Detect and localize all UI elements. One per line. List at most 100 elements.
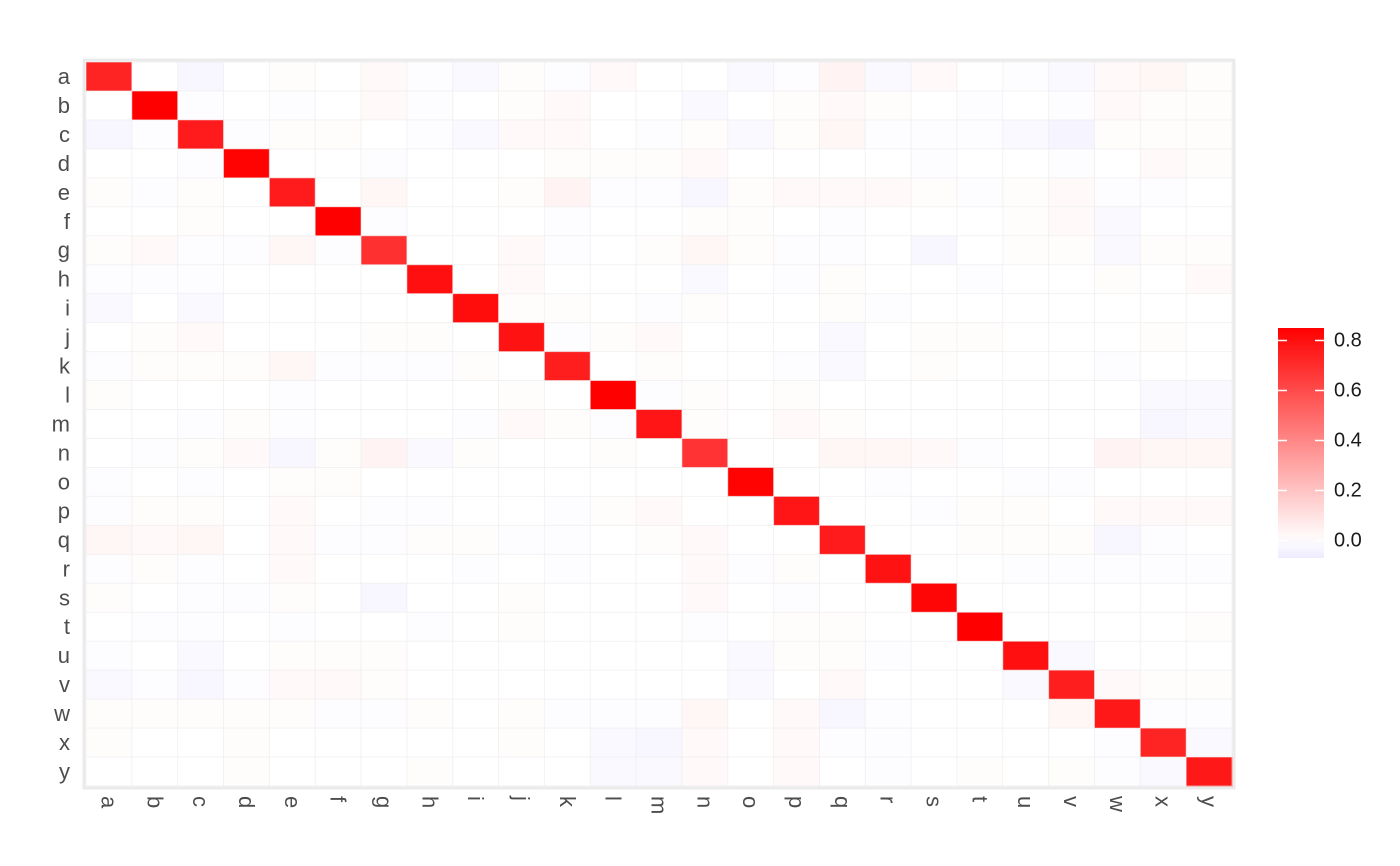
heatmap-cell xyxy=(452,438,500,468)
heatmap-cell xyxy=(956,264,1004,295)
heatmap-cell xyxy=(681,467,729,497)
heatmap-cell xyxy=(86,409,133,439)
heatmap-cell xyxy=(590,554,637,584)
heatmap-cell xyxy=(681,235,729,266)
heatmap-cell xyxy=(269,177,316,208)
heatmap-cell xyxy=(727,90,775,121)
heatmap-cell xyxy=(269,525,316,555)
heatmap-cell xyxy=(223,62,270,92)
heatmap-cell xyxy=(1048,409,1095,439)
heatmap-cell xyxy=(636,206,683,237)
heatmap-cell xyxy=(911,496,958,526)
heatmap-cell xyxy=(131,496,179,526)
heatmap-cell xyxy=(636,641,683,671)
heatmap-cell xyxy=(911,380,958,411)
heatmap-cell xyxy=(727,699,775,729)
heatmap-cell xyxy=(1186,380,1233,411)
heatmap-cell xyxy=(956,757,1004,787)
heatmap-cell xyxy=(315,206,362,237)
heatmap-cell xyxy=(406,670,454,700)
heatmap-cell xyxy=(1002,699,1050,729)
heatmap-cell xyxy=(131,322,179,353)
heatmap-cell xyxy=(636,235,683,266)
heatmap-cell xyxy=(636,496,683,526)
heatmap-cell xyxy=(131,351,179,382)
heatmap-cell xyxy=(636,264,683,295)
heatmap-cell xyxy=(865,641,912,671)
heatmap-cell xyxy=(86,728,133,758)
y-tick-label: w xyxy=(53,701,70,726)
heatmap-cell xyxy=(498,90,545,121)
heatmap-cell xyxy=(1140,554,1187,584)
heatmap-cell xyxy=(223,409,270,439)
heatmap-cell xyxy=(361,235,408,266)
heatmap-cell xyxy=(773,670,820,700)
heatmap-cell xyxy=(315,62,362,92)
heatmap-cell xyxy=(1002,90,1050,121)
heatmap-cell xyxy=(223,670,270,700)
heatmap-cell xyxy=(131,583,179,613)
heatmap-cell xyxy=(1094,554,1141,584)
x-tick-label: w xyxy=(1105,795,1130,812)
heatmap-cell xyxy=(1002,496,1050,526)
heatmap-cell xyxy=(223,438,270,468)
heatmap-cell xyxy=(1186,612,1233,642)
heatmap-cell xyxy=(269,119,316,150)
heatmap-cell xyxy=(1048,438,1095,468)
heatmap-cell xyxy=(315,322,362,353)
x-tick-label: x xyxy=(1151,796,1176,807)
heatmap-cell xyxy=(1186,90,1233,121)
heatmap-cell xyxy=(177,525,225,555)
heatmap-cell xyxy=(131,380,179,411)
heatmap-cell xyxy=(1094,496,1141,526)
heatmap-cell xyxy=(956,612,1004,642)
heatmap-cell xyxy=(498,206,545,237)
y-tick-label: i xyxy=(65,296,70,321)
heatmap-cell xyxy=(681,641,729,671)
heatmap-cell xyxy=(269,235,316,266)
heatmap-cell xyxy=(956,525,1004,555)
heatmap-cell xyxy=(452,235,500,266)
heatmap-cell xyxy=(956,467,1004,497)
heatmap-cell xyxy=(452,641,500,671)
heatmap-cell xyxy=(452,728,500,758)
heatmap-cell xyxy=(452,119,500,150)
y-tick-label: o xyxy=(58,469,70,494)
heatmap-cell xyxy=(1094,177,1141,208)
heatmap-cell xyxy=(498,699,545,729)
heatmap-cell xyxy=(773,206,820,237)
heatmap-cell xyxy=(865,264,912,295)
legend-tick-label: 0.2 xyxy=(1334,480,1362,502)
y-tick-label: x xyxy=(59,730,70,755)
heatmap-cell xyxy=(361,496,408,526)
heatmap-cell xyxy=(131,119,179,150)
heatmap-cell xyxy=(498,641,545,671)
heatmap-cell xyxy=(86,177,133,208)
heatmap-cell xyxy=(1186,206,1233,237)
heatmap-cell xyxy=(911,62,958,92)
heatmap-cell xyxy=(1002,554,1050,584)
heatmap-cell xyxy=(819,438,866,468)
heatmap-cell xyxy=(681,264,729,295)
heatmap-cell xyxy=(315,409,362,439)
heatmap-cell xyxy=(636,467,683,497)
heatmap-cell xyxy=(131,438,179,468)
heatmap-cell xyxy=(498,525,545,555)
heatmap-cell xyxy=(177,119,225,150)
heatmap-cell xyxy=(544,119,591,150)
heatmap-cell xyxy=(819,525,866,555)
heatmap-cell xyxy=(636,62,683,92)
color-legend: 0.0 0.2 0.4 0.6 0.8 xyxy=(1278,328,1362,558)
heatmap-cell xyxy=(1002,728,1050,758)
heatmap-cell xyxy=(681,206,729,237)
legend-colorbar xyxy=(1278,328,1324,558)
heatmap-cell xyxy=(773,757,820,787)
x-tick-label: a xyxy=(96,796,121,809)
heatmap-cell xyxy=(1002,293,1050,324)
heatmap-cell xyxy=(865,554,912,584)
heatmap-cell xyxy=(1002,612,1050,642)
heatmap-cell xyxy=(773,380,820,411)
heatmap-cell xyxy=(498,438,545,468)
heatmap-cell xyxy=(1186,62,1233,92)
heatmap-cell xyxy=(406,148,454,179)
